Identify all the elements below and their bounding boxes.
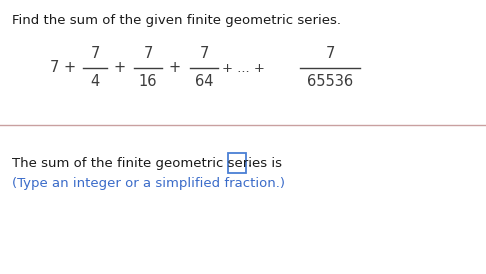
- Text: 7: 7: [90, 47, 100, 61]
- Text: +: +: [168, 61, 180, 76]
- Bar: [228, 153, 246, 173]
- Text: .: .: [248, 156, 252, 170]
- Text: 7: 7: [143, 47, 153, 61]
- Text: 7: 7: [325, 47, 335, 61]
- Text: Find the sum of the given finite geometric series.: Find the sum of the given finite geometr…: [12, 14, 341, 27]
- Text: 64: 64: [195, 75, 213, 90]
- Text: 7: 7: [199, 47, 208, 61]
- Text: The sum of the finite geometric series is: The sum of the finite geometric series i…: [12, 156, 282, 170]
- Text: +: +: [113, 61, 125, 76]
- Text: 65536: 65536: [307, 75, 353, 90]
- Text: + ... +: + ... +: [222, 61, 265, 75]
- Text: 16: 16: [139, 75, 157, 90]
- Text: 4: 4: [90, 75, 100, 90]
- Text: 7 +: 7 +: [50, 61, 76, 76]
- Text: (Type an integer or a simplified fraction.): (Type an integer or a simplified fractio…: [12, 176, 285, 190]
